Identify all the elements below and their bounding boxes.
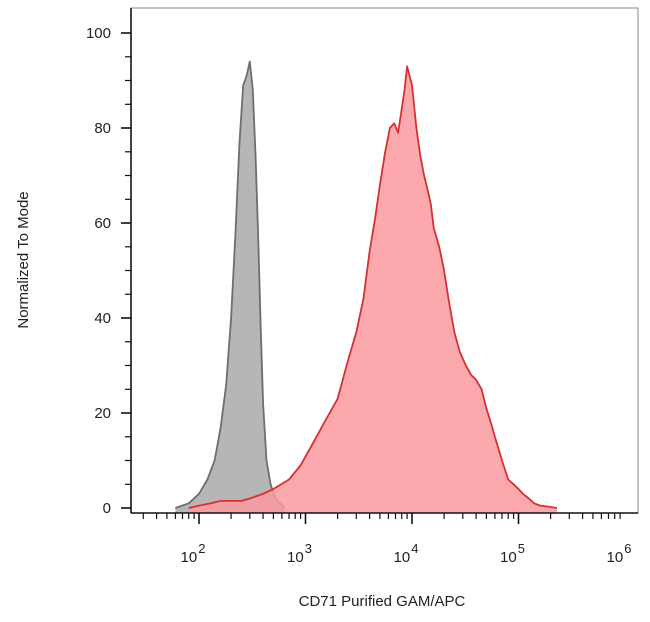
y-tick-label: 40 (94, 310, 111, 327)
series-layer (175, 60, 558, 514)
histogram-line-2 (188, 65, 558, 509)
x-tick-label: 103 (287, 541, 312, 566)
x-tick-label: 105 (500, 541, 525, 566)
histogram-line-1 (175, 60, 286, 509)
y-tick-label: 20 (94, 405, 111, 422)
x-axis-title: CD71 Purified GAM/APC (299, 593, 466, 610)
y-tick-label: 0 (103, 500, 111, 517)
histogram-area-2 (188, 66, 557, 514)
x-tick-label: 104 (394, 541, 419, 566)
y-axis-title: Normalized To Mode (15, 191, 32, 328)
y-ticks: 0 20 40 60 80 100 (86, 25, 131, 517)
histogram-area-1 (175, 61, 285, 513)
x-tick-label: 102 (181, 541, 206, 566)
y-tick-label: 100 (86, 25, 111, 42)
x-tick-label: 106 (607, 541, 632, 566)
x-ticks: 102 103 104 105 106 (142, 513, 632, 566)
y-tick-label: 60 (94, 215, 111, 232)
y-tick-label: 80 (94, 120, 111, 137)
